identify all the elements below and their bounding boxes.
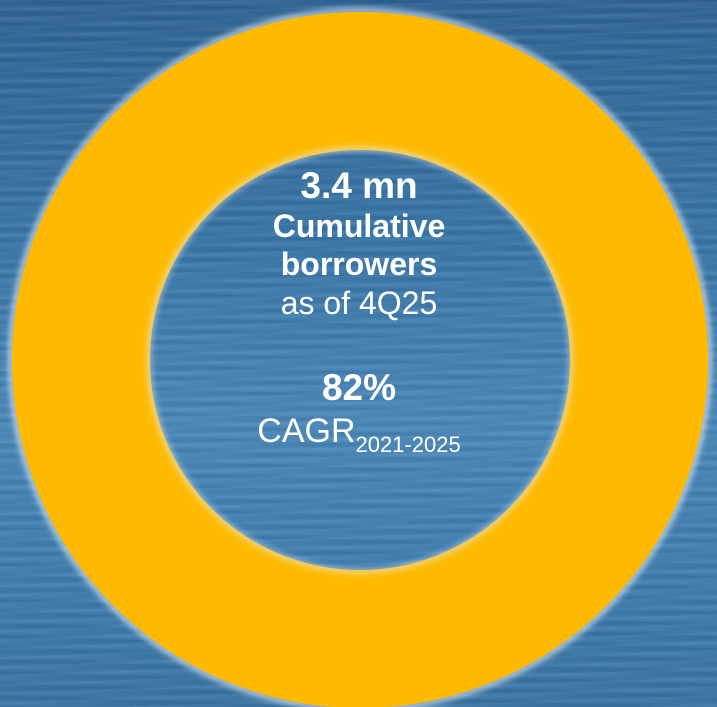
center-stats: 3.4 mn Cumulative borrowers as of 4Q25 8… bbox=[209, 165, 509, 465]
ring-inner-halo bbox=[146, 146, 574, 574]
ring-band bbox=[12, 12, 708, 707]
borrowers-period: as of 4Q25 bbox=[280, 285, 438, 321]
cagr-value: 82% bbox=[321, 367, 397, 408]
ring-outer-halo bbox=[8, 8, 712, 707]
borrowers-label-line1: Cumulative bbox=[272, 208, 446, 244]
borrowers-label-line2: borrowers bbox=[280, 246, 438, 282]
cagr-text: CAGR bbox=[257, 412, 356, 450]
borrowers-value: 3.4 mn bbox=[300, 165, 418, 206]
cagr-label: CAGR2021-2025 bbox=[209, 411, 509, 465]
cagr-range: 2021-2025 bbox=[355, 432, 461, 457]
